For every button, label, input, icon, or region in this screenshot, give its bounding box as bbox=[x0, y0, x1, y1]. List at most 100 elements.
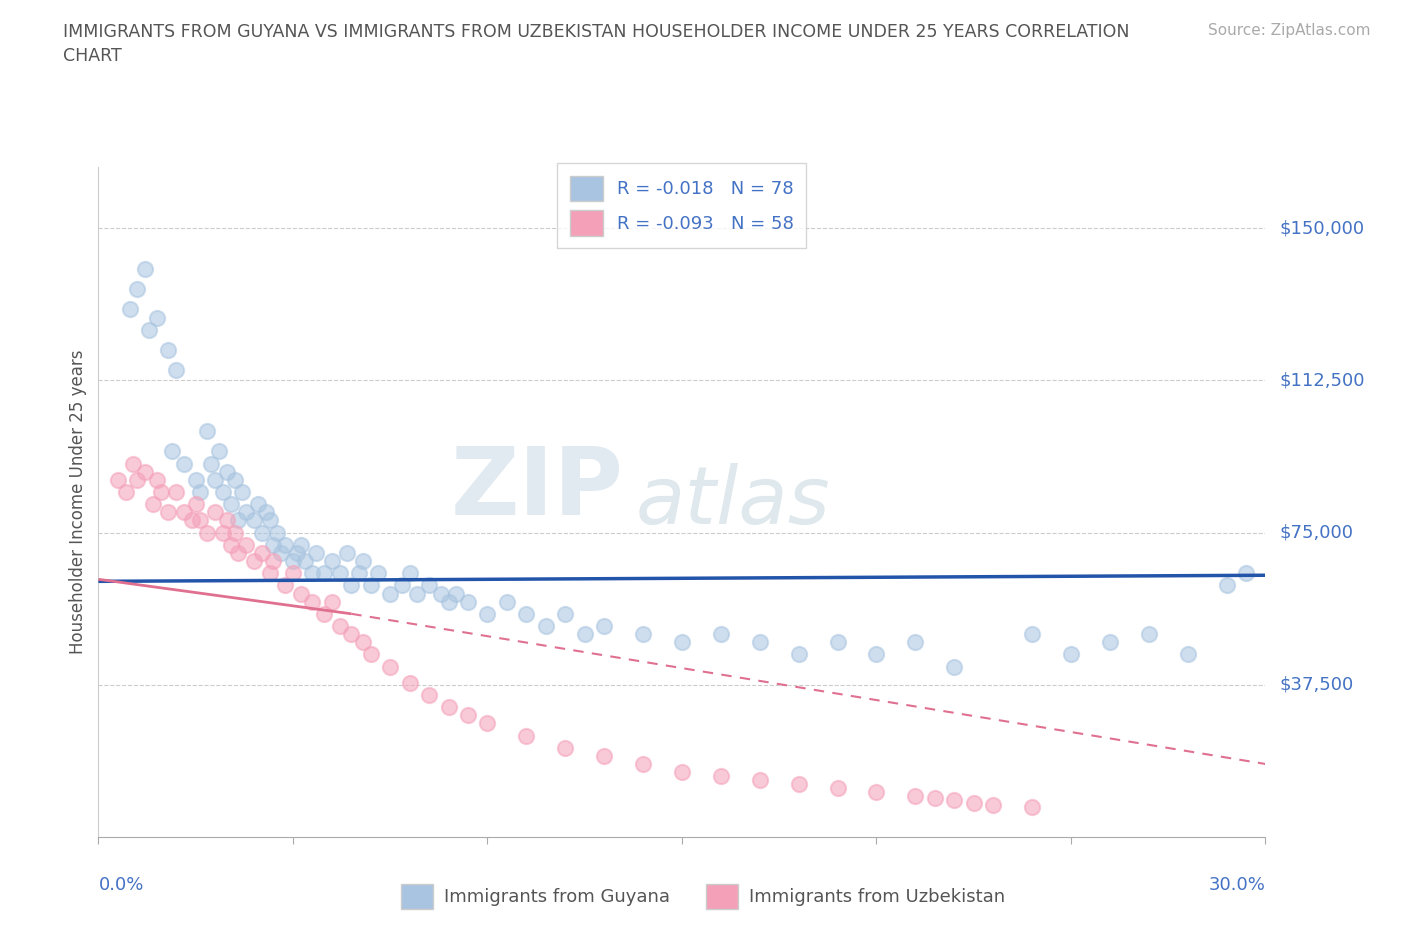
Point bbox=[554, 606, 576, 621]
Point bbox=[446, 586, 468, 601]
Point bbox=[1177, 647, 1199, 662]
Point bbox=[398, 565, 420, 580]
Point bbox=[228, 546, 250, 561]
Point bbox=[710, 769, 733, 784]
Point bbox=[274, 538, 297, 552]
Point bbox=[347, 565, 370, 580]
Point bbox=[285, 546, 308, 561]
Point bbox=[165, 363, 187, 378]
Point bbox=[259, 565, 281, 580]
Point bbox=[146, 472, 169, 487]
Point bbox=[437, 699, 460, 714]
Point bbox=[418, 578, 440, 592]
Text: Source: ZipAtlas.com: Source: ZipAtlas.com bbox=[1208, 23, 1371, 38]
Point bbox=[157, 342, 180, 357]
Point bbox=[200, 457, 222, 472]
Legend: Immigrants from Guyana, Immigrants from Uzbekistan: Immigrants from Guyana, Immigrants from … bbox=[394, 876, 1012, 916]
Point bbox=[1215, 578, 1237, 592]
Point bbox=[554, 740, 576, 755]
Point bbox=[149, 485, 172, 499]
Point bbox=[188, 513, 211, 528]
Point bbox=[305, 546, 328, 561]
Point bbox=[329, 618, 352, 633]
Point bbox=[904, 789, 927, 804]
Point bbox=[457, 594, 479, 609]
Text: 30.0%: 30.0% bbox=[1209, 876, 1265, 894]
Point bbox=[827, 781, 849, 796]
Point bbox=[219, 538, 242, 552]
Point bbox=[134, 464, 156, 479]
Legend: R = -0.018   N = 78, R = -0.093   N = 58: R = -0.018 N = 78, R = -0.093 N = 58 bbox=[557, 163, 807, 248]
Point bbox=[246, 497, 269, 512]
Point bbox=[254, 505, 277, 520]
Point bbox=[146, 310, 169, 325]
Point bbox=[748, 773, 770, 788]
Point bbox=[787, 777, 810, 791]
Point bbox=[593, 618, 616, 633]
Point bbox=[262, 553, 284, 568]
Point bbox=[352, 553, 374, 568]
Point bbox=[1060, 647, 1083, 662]
Point bbox=[231, 485, 253, 499]
Point bbox=[162, 444, 184, 458]
Point bbox=[224, 472, 246, 487]
Point bbox=[122, 457, 145, 472]
Point bbox=[340, 578, 363, 592]
Point bbox=[219, 497, 242, 512]
Text: ZIP: ZIP bbox=[451, 443, 624, 535]
Point bbox=[515, 606, 537, 621]
Point bbox=[321, 594, 343, 609]
Point bbox=[924, 791, 946, 806]
Point bbox=[360, 578, 382, 592]
Point bbox=[496, 594, 519, 609]
Point bbox=[301, 594, 323, 609]
Point bbox=[281, 565, 304, 580]
Point bbox=[195, 525, 218, 540]
Point bbox=[294, 553, 316, 568]
Point bbox=[127, 282, 149, 297]
Point bbox=[243, 553, 266, 568]
Point bbox=[134, 261, 156, 276]
Point bbox=[250, 525, 273, 540]
Point bbox=[398, 675, 420, 690]
Point bbox=[391, 578, 413, 592]
Point bbox=[631, 756, 654, 771]
Point bbox=[180, 513, 202, 528]
Point bbox=[204, 505, 226, 520]
Point bbox=[262, 538, 284, 552]
Point bbox=[340, 627, 363, 642]
Text: $75,000: $75,000 bbox=[1279, 524, 1354, 541]
Point bbox=[380, 659, 402, 674]
Point bbox=[173, 457, 195, 472]
Point bbox=[380, 586, 402, 601]
Point bbox=[215, 464, 238, 479]
Point bbox=[184, 497, 207, 512]
Point bbox=[943, 793, 966, 808]
Point bbox=[250, 546, 273, 561]
Point bbox=[477, 606, 499, 621]
Point bbox=[1098, 635, 1121, 650]
Point bbox=[904, 635, 927, 650]
Point bbox=[827, 635, 849, 650]
Point bbox=[329, 565, 352, 580]
Y-axis label: Householder Income Under 25 years: Householder Income Under 25 years bbox=[69, 350, 87, 655]
Point bbox=[165, 485, 187, 499]
Point bbox=[235, 538, 257, 552]
Point bbox=[1021, 627, 1043, 642]
Point bbox=[173, 505, 195, 520]
Point bbox=[360, 647, 382, 662]
Point bbox=[671, 635, 693, 650]
Point bbox=[418, 687, 440, 702]
Point bbox=[787, 647, 810, 662]
Point bbox=[429, 586, 451, 601]
Point bbox=[710, 627, 733, 642]
Point bbox=[228, 513, 250, 528]
Point bbox=[270, 546, 292, 561]
Point bbox=[534, 618, 557, 633]
Point bbox=[290, 538, 312, 552]
Point bbox=[336, 546, 359, 561]
Text: atlas: atlas bbox=[636, 463, 830, 541]
Point bbox=[631, 627, 654, 642]
Point bbox=[574, 627, 596, 642]
Point bbox=[1234, 565, 1257, 580]
